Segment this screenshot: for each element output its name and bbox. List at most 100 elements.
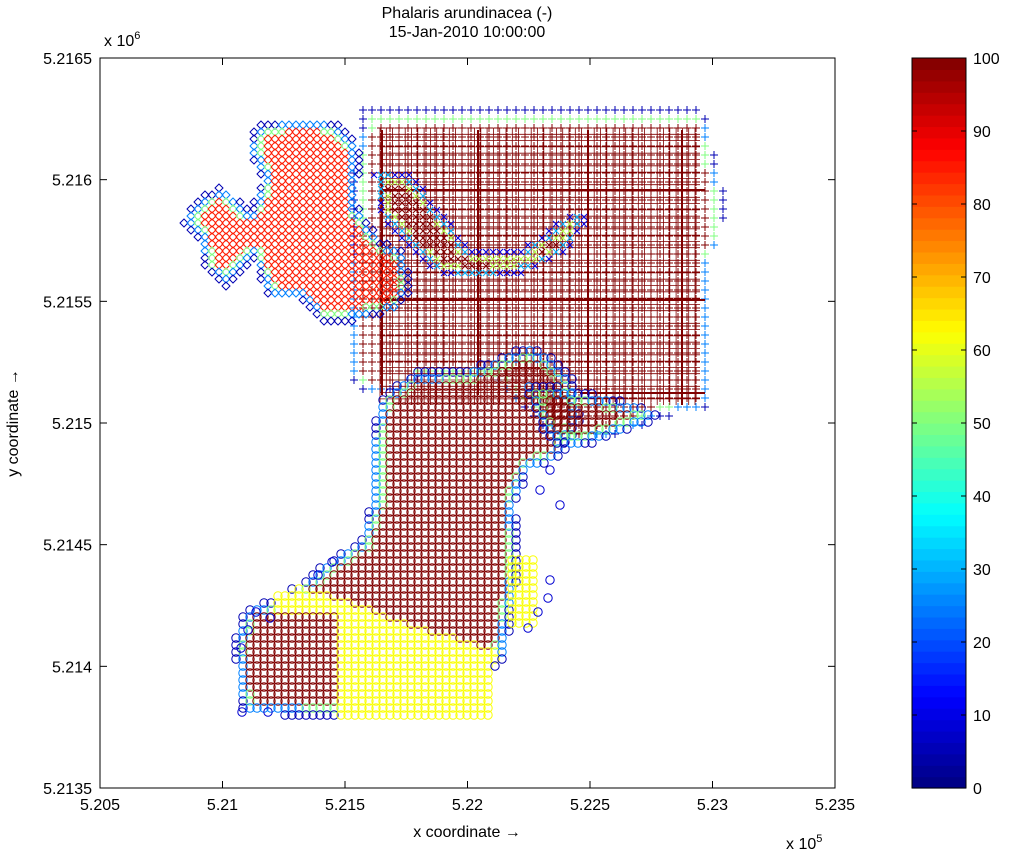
circle-marker <box>427 689 437 699</box>
circle-marker <box>455 367 465 377</box>
diamond-marker <box>298 246 308 256</box>
circle-marker <box>427 500 437 510</box>
circle-marker <box>441 626 451 636</box>
circle-marker <box>441 430 451 440</box>
circle-marker <box>469 633 479 643</box>
circle-marker <box>455 619 465 629</box>
diamond-marker <box>235 253 245 263</box>
circle-marker <box>441 521 451 531</box>
circle-marker <box>413 514 423 524</box>
circle-marker <box>322 647 332 657</box>
circle-marker <box>399 437 409 447</box>
x-marker <box>377 171 385 179</box>
title-line-2: 15-Jan-2010 10:00:00 <box>389 24 546 41</box>
diamond-marker <box>291 190 301 200</box>
x-marker <box>398 227 406 235</box>
diamond-marker <box>207 267 217 277</box>
diamond-marker <box>249 204 259 214</box>
x-marker <box>398 185 406 193</box>
circle-marker <box>441 402 451 412</box>
circle-marker <box>343 640 353 650</box>
circle-marker <box>385 444 395 454</box>
circle-marker <box>245 626 255 636</box>
diamond-marker <box>242 211 252 221</box>
circle-marker <box>469 584 479 594</box>
diamond-marker <box>333 281 343 291</box>
circle-marker <box>455 682 465 692</box>
circle-marker <box>371 486 381 496</box>
circle-marker <box>490 626 500 636</box>
circle-marker <box>350 570 360 580</box>
x-marker <box>454 234 462 242</box>
circle-marker <box>364 661 374 671</box>
x-marker <box>475 262 483 270</box>
circle-marker <box>490 402 500 412</box>
diamond-marker <box>270 267 280 277</box>
x-marker <box>461 262 469 270</box>
circle-marker <box>343 549 353 559</box>
diamond-marker <box>277 134 287 144</box>
circle-marker <box>385 703 395 713</box>
circle-marker <box>483 367 493 377</box>
circle-marker <box>483 437 493 447</box>
circle-marker <box>343 577 353 587</box>
x-marker <box>447 269 455 277</box>
circle-marker <box>392 381 402 391</box>
circle-marker <box>469 521 479 531</box>
circle-marker <box>427 528 437 538</box>
diamond-marker <box>340 225 350 235</box>
circle-marker <box>490 437 500 447</box>
diamond-marker <box>340 274 350 284</box>
circle-marker <box>378 703 388 713</box>
circle-marker <box>392 472 402 482</box>
circle-marker <box>448 591 458 601</box>
circle-marker <box>434 479 444 489</box>
circle-marker <box>455 584 465 594</box>
diamond-marker <box>305 246 315 256</box>
diamond-marker <box>319 232 329 242</box>
diamond-marker <box>354 302 364 312</box>
circle-marker <box>294 675 304 685</box>
circle-marker <box>385 682 395 692</box>
circle-marker <box>371 437 381 447</box>
circle-marker <box>441 710 451 720</box>
diamond-marker <box>333 190 343 200</box>
diamond-marker <box>361 260 371 270</box>
circle-marker <box>301 710 311 720</box>
circle-marker <box>413 416 423 426</box>
circle-marker <box>385 668 395 678</box>
diamond-marker <box>291 267 301 277</box>
diamond-marker <box>193 218 203 228</box>
circle-marker <box>308 654 318 664</box>
x-marker <box>384 185 392 193</box>
circle-marker <box>455 500 465 510</box>
x-marker <box>426 262 434 270</box>
circle-marker <box>434 556 444 566</box>
diamond-marker <box>200 190 210 200</box>
diamond-marker <box>305 176 315 186</box>
circle-marker <box>385 486 395 496</box>
circle-marker <box>238 668 248 678</box>
circle-marker <box>378 479 388 489</box>
diamond-marker <box>263 162 273 172</box>
diamond-marker <box>354 211 364 221</box>
diamond-marker <box>340 148 350 158</box>
diamond-marker <box>312 302 322 312</box>
diamond-marker <box>340 239 350 249</box>
diamond-marker <box>340 218 350 228</box>
diamond-marker <box>277 246 287 256</box>
circle-marker <box>469 668 479 678</box>
circle-marker <box>448 430 458 440</box>
circle-marker <box>280 682 290 692</box>
circle-marker <box>252 626 262 636</box>
circle-marker <box>483 605 493 615</box>
circle-marker <box>420 633 430 643</box>
circle-marker <box>462 472 472 482</box>
diamond-marker <box>382 260 392 270</box>
circle-marker <box>490 612 500 622</box>
diamond-marker <box>284 148 294 158</box>
diamond-marker <box>319 127 329 137</box>
circle-marker <box>420 612 430 622</box>
diamond-marker <box>333 162 343 172</box>
circle-marker <box>448 675 458 685</box>
